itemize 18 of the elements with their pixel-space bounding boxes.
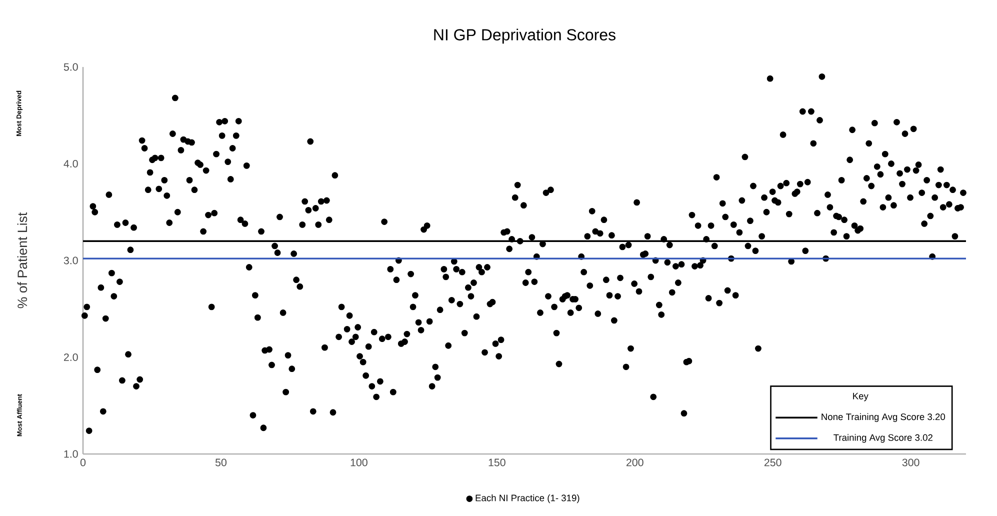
legend-label: Training Avg Score 3.02 — [834, 434, 932, 443]
y-tick-label: 3.0 — [64, 256, 78, 264]
y-tick-label: 2.0 — [64, 353, 78, 362]
x-tick-label: 250 — [764, 458, 782, 466]
x-tick-label: 50 — [215, 458, 226, 466]
y-tick-label: 5.0 — [64, 63, 78, 71]
x-tick-label: 200 — [626, 458, 644, 466]
legend-label: None Training Avg Score 3.20 — [822, 413, 946, 422]
x-tick-label: 0 — [80, 458, 86, 466]
legend-title: Key — [853, 392, 868, 402]
x-tick-label: 300 — [902, 458, 920, 466]
x-tick-label: 100 — [350, 458, 368, 466]
x-tick-label: 150 — [488, 458, 506, 466]
y-tick-label: 4.0 — [64, 160, 78, 168]
y-axis-title: % of Patient List — [17, 212, 28, 308]
y-tick-label: 1.0 — [64, 450, 78, 458]
chart-title: NI GP Deprivation Scores — [434, 28, 616, 44]
legend-label: Each NI Practice (1- 319) — [476, 494, 580, 504]
